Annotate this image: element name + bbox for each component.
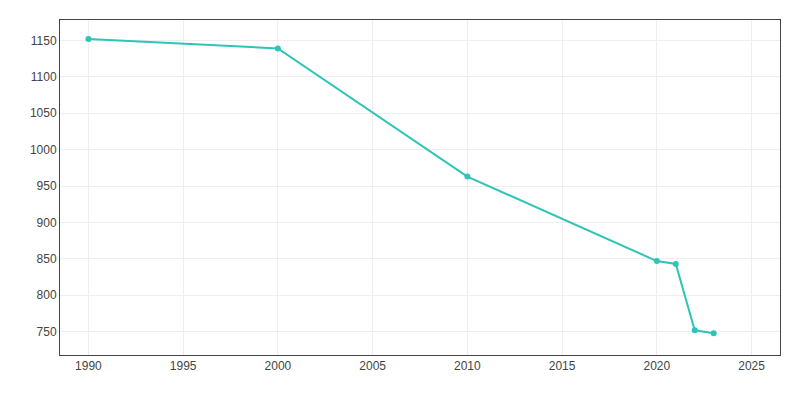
- svg-text:1995: 1995: [170, 359, 197, 373]
- svg-text:2015: 2015: [549, 359, 576, 373]
- svg-text:900: 900: [37, 216, 57, 230]
- svg-text:1100: 1100: [31, 70, 57, 84]
- svg-text:800: 800: [37, 288, 57, 302]
- svg-text:2025: 2025: [738, 359, 765, 373]
- svg-text:2005: 2005: [359, 359, 386, 373]
- svg-text:850: 850: [37, 252, 57, 266]
- svg-text:1990: 1990: [75, 359, 102, 373]
- svg-text:1050: 1050: [30, 106, 57, 120]
- svg-text:2020: 2020: [643, 359, 670, 373]
- svg-text:1000: 1000: [30, 143, 57, 157]
- svg-text:2000: 2000: [265, 359, 292, 373]
- svg-text:950: 950: [37, 179, 57, 193]
- svg-text:2010: 2010: [454, 359, 481, 373]
- svg-text:750: 750: [37, 325, 57, 339]
- svg-text:1150: 1150: [31, 34, 57, 48]
